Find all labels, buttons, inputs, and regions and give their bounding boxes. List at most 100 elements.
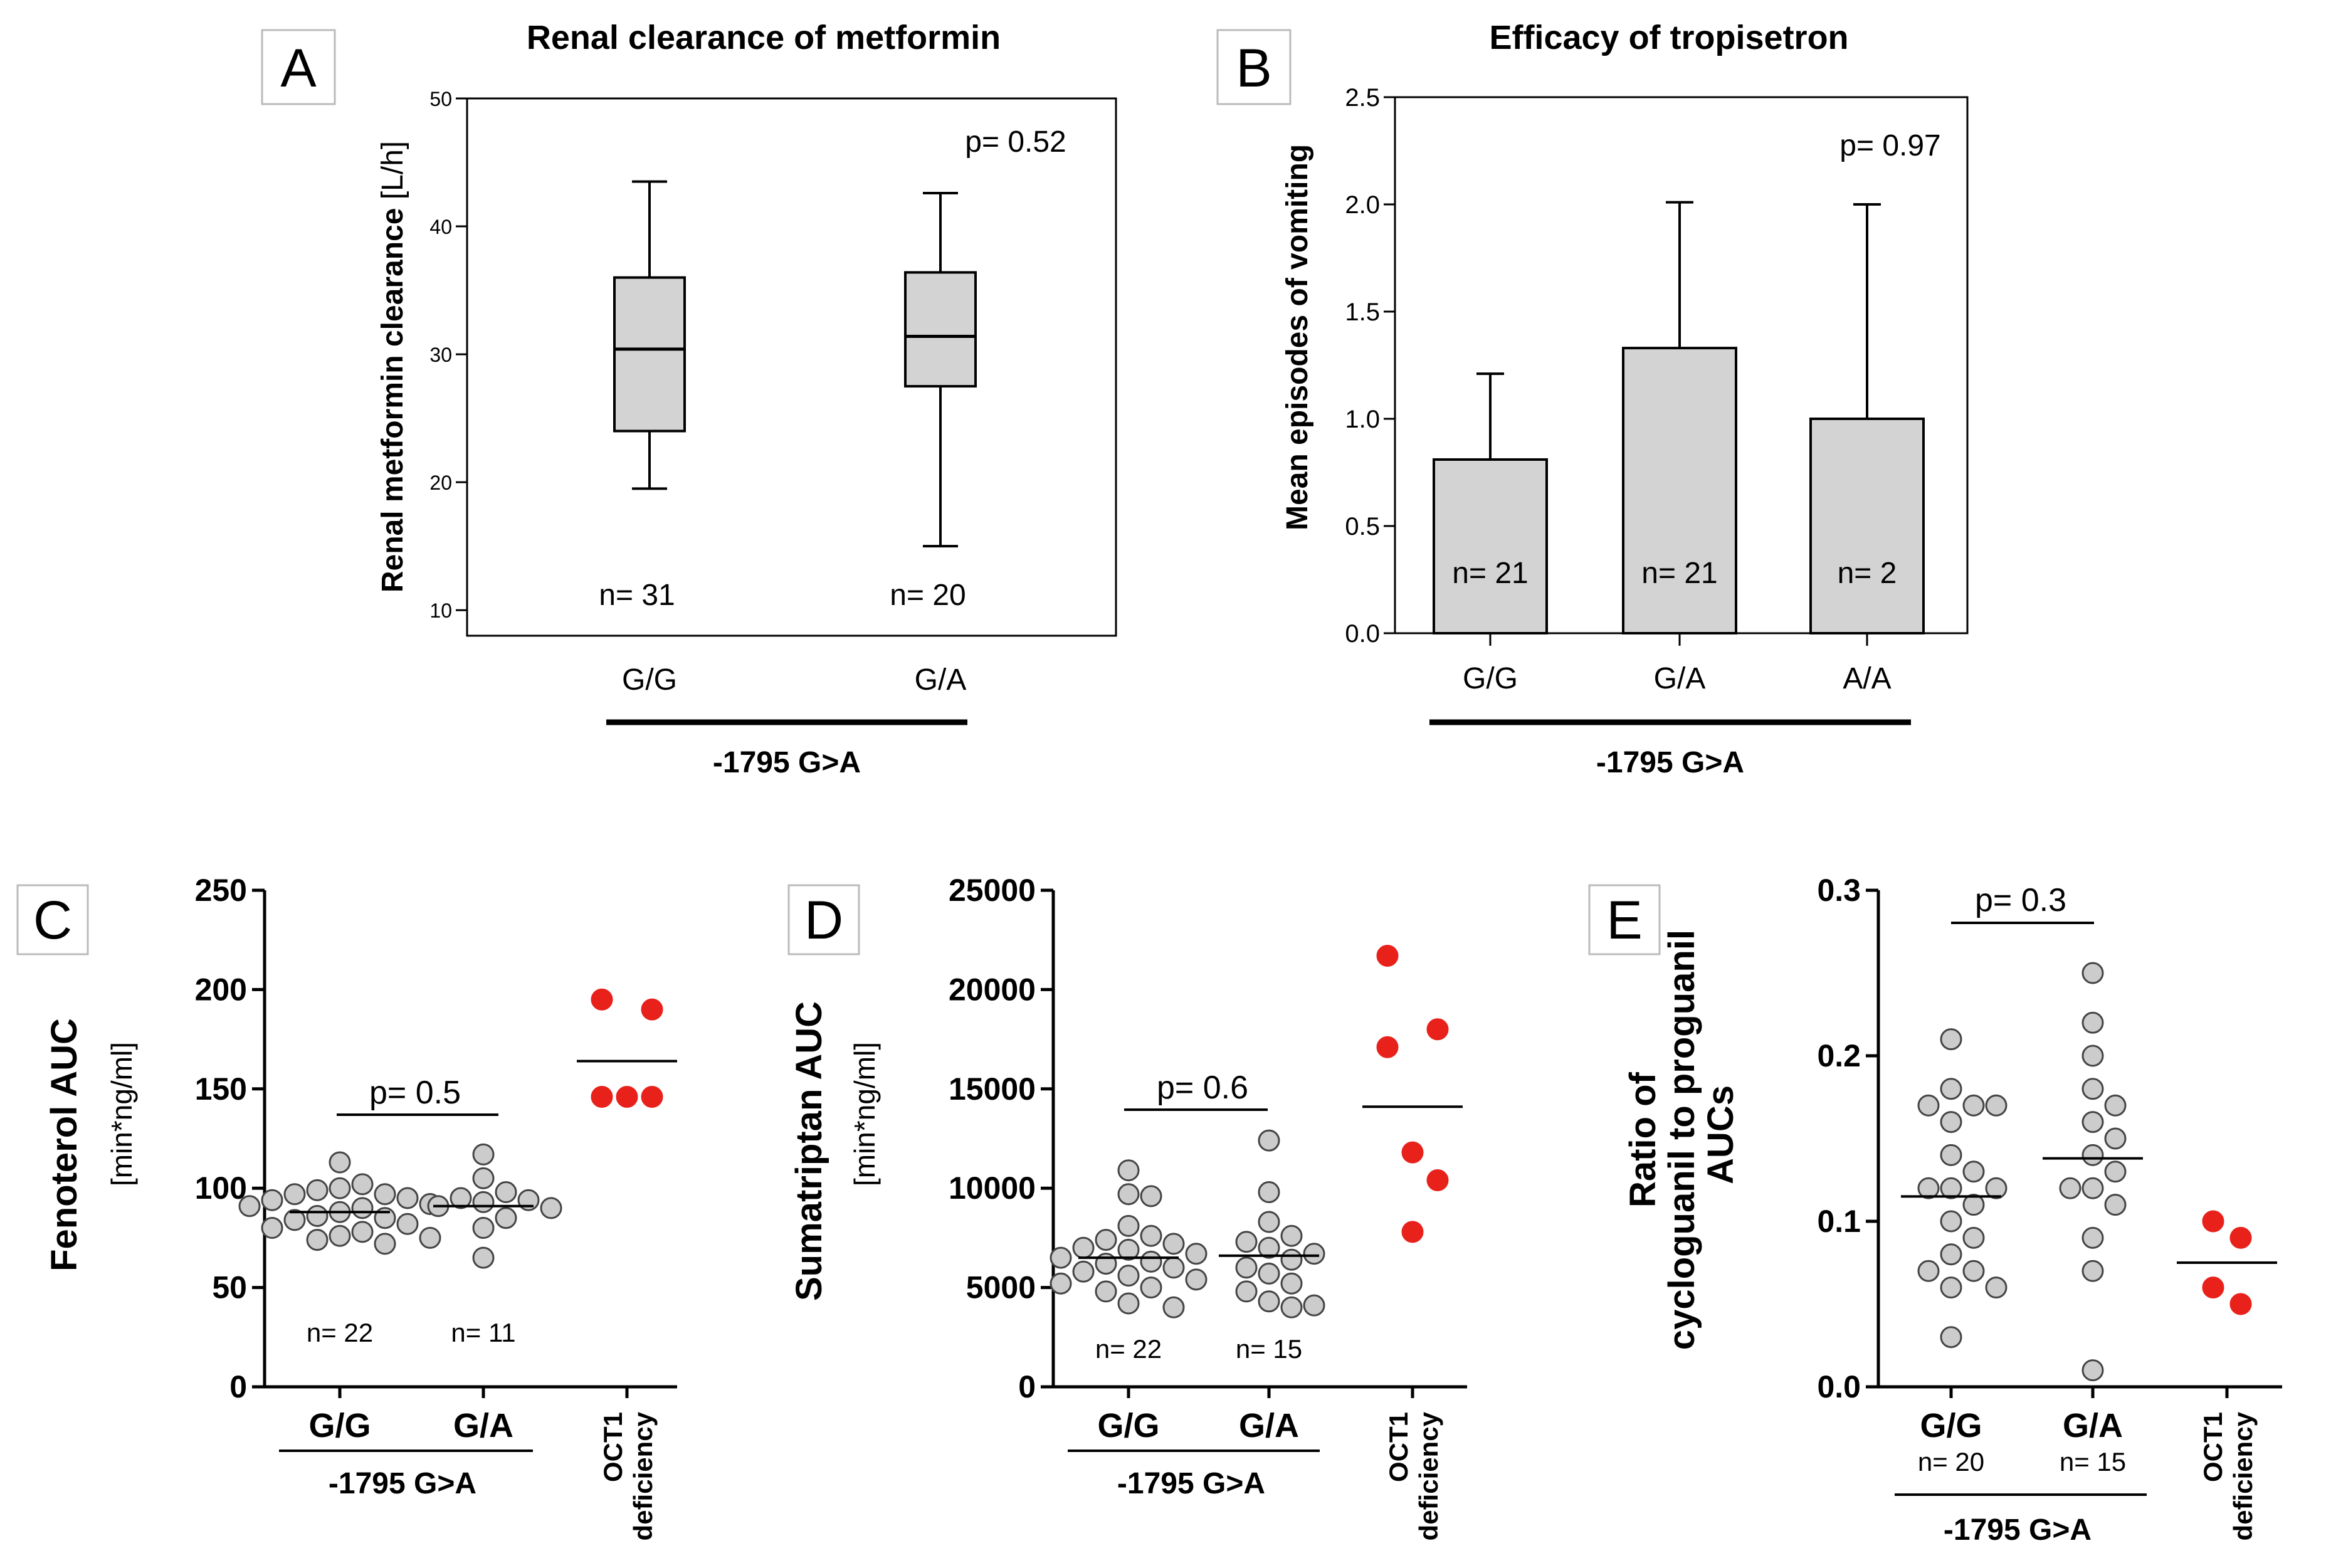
panel-e-group-label: -1795 G>A bbox=[1944, 1513, 2092, 1547]
panel-e-point-gg bbox=[1985, 1177, 2008, 1199]
panel-e-y-tick-label: 0.0 bbox=[1817, 1369, 1861, 1404]
panel-b-x-tick-label: G/A bbox=[1654, 662, 1706, 695]
panel-a-x-tick-label: G/A bbox=[915, 663, 967, 697]
panel-e-y-label-line2: cycloguanil to proguanil bbox=[1661, 930, 1702, 1350]
panel-d-point-gg bbox=[1117, 1159, 1140, 1182]
panel-d-n-label: n= 22 bbox=[1095, 1334, 1162, 1364]
panel-e-point-gg bbox=[1962, 1160, 1985, 1183]
panel-a-plot-frame bbox=[466, 97, 1117, 637]
panel-e-point-gg bbox=[1940, 1028, 1962, 1051]
panel-a-y-tick-label: 30 bbox=[429, 344, 452, 366]
panel-d-point-gg bbox=[1162, 1256, 1185, 1279]
panel-e-n-label: n= 15 bbox=[2060, 1447, 2126, 1476]
panel-e-point-gg bbox=[1962, 1194, 1985, 1216]
panel-c-label: C bbox=[33, 890, 72, 950]
panel-c-point-gg bbox=[261, 1189, 283, 1211]
panel-a-p-value: p= 0.52 bbox=[965, 125, 1066, 159]
panel-d-point-ga bbox=[1258, 1290, 1280, 1313]
panel-e-point-ga bbox=[2081, 1177, 2104, 1199]
panel-e-point-oct1 bbox=[2202, 1276, 2224, 1299]
panel-e: E Ratio of cycloguanil to proguanil AUCs… bbox=[1588, 873, 2282, 1547]
panel-a: A Renal clearance of metformin 10 20 30 40 5… bbox=[261, 19, 1117, 779]
panel-e-n-label: n= 20 bbox=[1918, 1447, 1984, 1476]
panel-e-y-tick-label: 0.3 bbox=[1817, 873, 1861, 908]
panel-e-point-ga bbox=[2081, 1359, 2104, 1382]
panel-d-point-gg bbox=[1185, 1243, 1208, 1265]
panel-d-x-tick-label: G/G bbox=[1097, 1407, 1159, 1444]
panel-d-point-gg bbox=[1117, 1265, 1140, 1287]
panel-b-y-tick-label: 0.0 bbox=[1345, 620, 1380, 648]
panel-c-point-oct1 bbox=[641, 1085, 663, 1108]
panel-d-point-gg bbox=[1162, 1233, 1185, 1255]
panel-e-x-tick-label: G/G bbox=[1920, 1407, 1982, 1444]
panel-e-label-box bbox=[1588, 884, 1661, 955]
panel-b-bar-ga bbox=[1622, 347, 1737, 634]
panel-e-oct1-label-line: OCT1 bbox=[2198, 1412, 2228, 1482]
panel-d-y-tick-label: 0 bbox=[1018, 1369, 1036, 1404]
panel-b-label: B bbox=[1236, 38, 1271, 98]
panel-e-point-ga bbox=[2081, 962, 2104, 984]
panel-b-y-tick-label: 0.5 bbox=[1345, 513, 1380, 540]
panel-c-point-ga bbox=[472, 1143, 495, 1165]
panel-c-point-oct1 bbox=[616, 1085, 638, 1108]
panel-e-x-tick-label: G/A bbox=[2063, 1407, 2123, 1444]
panel-c-y-tick-label: 250 bbox=[195, 873, 247, 908]
panel-c-x-tick-label: G/G bbox=[308, 1407, 371, 1444]
panel-c-group-label: -1795 G>A bbox=[329, 1467, 476, 1500]
panel-d-point-gg bbox=[1095, 1280, 1117, 1303]
panel-e-point-gg bbox=[1940, 1177, 1962, 1199]
panel-b-y-tick-label: 2.5 bbox=[1345, 84, 1380, 112]
panel-c: C Fenoterol AUC [min*ng/ml] 0 50 100 150 200… bbox=[16, 873, 677, 1540]
panel-b-y-tick-label: 1.5 bbox=[1345, 298, 1380, 326]
panel-b-bar-aa bbox=[1809, 418, 1925, 634]
panel-d-y-tick-label: 25000 bbox=[949, 873, 1036, 908]
panel-e-point-gg bbox=[1985, 1276, 2008, 1299]
panel-c-point-gg bbox=[329, 1224, 351, 1247]
panel-d-oct1-label-line: OCT1 bbox=[1384, 1412, 1413, 1482]
panel-e-point-ga bbox=[2104, 1194, 2127, 1216]
panel-e-point-gg bbox=[1940, 1144, 1962, 1166]
panel-e-y-tick-label: 0.2 bbox=[1817, 1038, 1861, 1073]
panel-b-y-tick-label: 2.0 bbox=[1345, 191, 1380, 219]
panel-c-point-ga bbox=[540, 1197, 562, 1219]
panel-a-y-tick-label: 50 bbox=[429, 88, 452, 110]
panel-c-oct1-label-line: OCT1 bbox=[598, 1412, 628, 1482]
panel-d-point-ga bbox=[1280, 1248, 1303, 1271]
panel-c-point-gg bbox=[306, 1205, 329, 1228]
panel-b-y-label: Mean episodes of vomiting bbox=[1281, 144, 1314, 530]
panel-e-point-gg bbox=[1940, 1326, 1962, 1349]
panel-c-point-gg bbox=[374, 1183, 396, 1206]
panel-c-point-oct1 bbox=[591, 1085, 613, 1108]
panel-e-point-gg bbox=[1940, 1243, 1962, 1266]
panel-c-y-label: Fenoterol AUC bbox=[44, 1018, 85, 1271]
panel-a-y-tick-label: 20 bbox=[429, 471, 452, 494]
panel-d-point-oct1 bbox=[1426, 1169, 1449, 1192]
panel-e-point-gg bbox=[1917, 1260, 1940, 1282]
panel-d-y-label-unit: [min*ng/ml] bbox=[848, 1042, 881, 1186]
panel-a-y-label: Renal metformin clearance [L/h] bbox=[376, 141, 409, 592]
panel-a-box-gg bbox=[613, 276, 686, 433]
panel-c-y-label-unit: [min*ng/ml] bbox=[105, 1042, 138, 1186]
panel-d-point-ga bbox=[1258, 1236, 1280, 1259]
panel-e-point-ga bbox=[2081, 1078, 2104, 1100]
panel-e-point-oct1 bbox=[2202, 1210, 2224, 1233]
panel-e-point-gg bbox=[1917, 1177, 1940, 1199]
panel-d-y-tick-label: 5000 bbox=[966, 1270, 1036, 1305]
panel-d-point-ga bbox=[1235, 1256, 1258, 1279]
panel-e-point-gg bbox=[1917, 1094, 1940, 1117]
panel-d-y-tick-label: 20000 bbox=[949, 972, 1036, 1007]
panel-c-n-label: n= 11 bbox=[451, 1318, 515, 1347]
panel-a-x-tick-label: G/G bbox=[622, 663, 677, 697]
panel-e-p-value: p= 0.3 bbox=[1975, 882, 2066, 918]
panel-d-point-gg bbox=[1140, 1250, 1162, 1273]
panel-e-point-gg bbox=[1940, 1111, 1962, 1134]
panel-d-point-gg bbox=[1050, 1246, 1072, 1269]
panel-b-bar-gg bbox=[1433, 458, 1548, 634]
panel-e-point-ga bbox=[2104, 1094, 2127, 1117]
panel-e-point-gg bbox=[1940, 1276, 1962, 1299]
panel-e-point-ga bbox=[2081, 1011, 2104, 1034]
panel-d-point-oct1 bbox=[1376, 945, 1399, 967]
panel-c-point-gg bbox=[283, 1209, 306, 1231]
panel-c-point-ga bbox=[472, 1217, 495, 1239]
panel-c-point-gg bbox=[419, 1226, 441, 1249]
